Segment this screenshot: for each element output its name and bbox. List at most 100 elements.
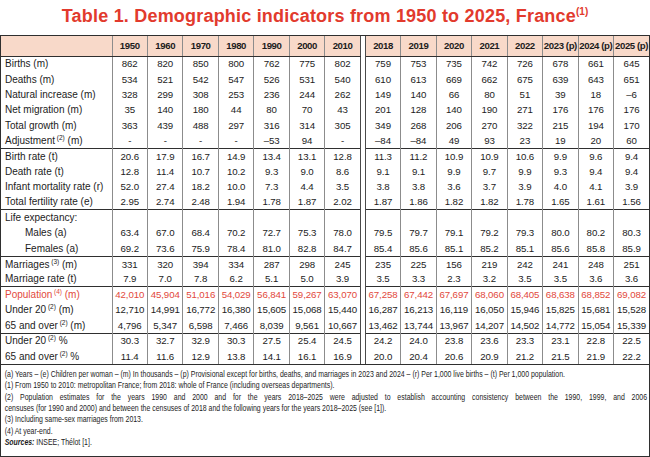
value-cell: 51,016 bbox=[183, 287, 218, 302]
value-cell: 75.9 bbox=[183, 241, 218, 256]
value-cell: 30.3 bbox=[112, 333, 147, 348]
table-row: Natural increase (m)32829930825323624426… bbox=[1, 87, 649, 102]
value-cell: 439 bbox=[147, 118, 182, 133]
value-cell: 85.1 bbox=[507, 241, 542, 256]
year-header: 2020 bbox=[436, 36, 471, 56]
value-cell bbox=[543, 210, 578, 225]
value-cell: 9.4 bbox=[578, 164, 613, 179]
value-cell: 16.7 bbox=[183, 148, 218, 163]
value-cell: 726 bbox=[507, 56, 542, 71]
value-cell: 14,207 bbox=[472, 318, 507, 333]
value-cell: - bbox=[183, 133, 218, 148]
indicator-column-header bbox=[1, 36, 112, 56]
footnote-marker: (2) bbox=[58, 318, 68, 325]
table-row: Net migration (m)35140180448070432011281… bbox=[1, 102, 649, 117]
value-cell: 215 bbox=[543, 118, 578, 133]
value-cell: 10.6 bbox=[507, 148, 542, 163]
table-row: 65 and over (2) (m)4,7965,3476,5987,4668… bbox=[1, 318, 649, 333]
value-cell: 314 bbox=[289, 118, 324, 133]
value-cell: 7,466 bbox=[218, 318, 253, 333]
value-cell: 93 bbox=[472, 133, 507, 148]
footnote-marker: (2) bbox=[58, 349, 68, 356]
row-label: Under 20 (2) % bbox=[1, 333, 112, 348]
value-cell: 531 bbox=[289, 71, 324, 86]
value-cell bbox=[325, 210, 360, 225]
value-cell: 60 bbox=[614, 133, 649, 148]
table-row: Under 20 (2) %30.332.732.930.327.525.424… bbox=[1, 333, 649, 348]
value-cell: 12,710 bbox=[112, 302, 147, 317]
value-cell: 305 bbox=[325, 118, 360, 133]
value-cell: 85.4 bbox=[365, 241, 400, 256]
value-cell: - bbox=[112, 133, 147, 148]
value-cell: 79.5 bbox=[365, 225, 400, 240]
value-cell: 79.3 bbox=[507, 225, 542, 240]
value-cell: 170 bbox=[614, 118, 649, 133]
value-cell: 128 bbox=[401, 102, 436, 117]
row-label: Females (a) bbox=[1, 241, 112, 256]
value-cell: 3.2 bbox=[472, 271, 507, 286]
value-cell: 78.4 bbox=[218, 241, 253, 256]
value-cell: 85.6 bbox=[543, 241, 578, 256]
row-label: Adjustment (2) (m) bbox=[1, 133, 112, 148]
row-label: Net migration (m) bbox=[1, 102, 112, 117]
value-cell: 3.5 bbox=[543, 271, 578, 286]
value-cell: 9.9 bbox=[436, 164, 471, 179]
value-cell: 56,841 bbox=[254, 287, 289, 302]
table-row: Marriage rate (t)7.97.07.86.25.15.03.93.… bbox=[1, 271, 649, 286]
value-cell: 9.6 bbox=[578, 148, 613, 163]
value-cell: 3.6 bbox=[614, 271, 649, 286]
value-cell: 10.0 bbox=[218, 179, 253, 194]
value-cell: 13,462 bbox=[365, 318, 400, 333]
value-cell: 75.3 bbox=[289, 225, 324, 240]
value-cell: 10.9 bbox=[436, 148, 471, 163]
value-cell: 1.87 bbox=[365, 195, 400, 210]
value-cell: 9.3 bbox=[254, 164, 289, 179]
value-cell: 7.3 bbox=[254, 179, 289, 194]
year-header: 1980 bbox=[218, 36, 253, 56]
value-cell: 735 bbox=[436, 56, 471, 71]
value-cell: 23.8 bbox=[436, 333, 471, 348]
value-cell: 85.9 bbox=[614, 241, 649, 256]
value-cell: 59,267 bbox=[289, 287, 324, 302]
value-cell: 9.3 bbox=[543, 164, 578, 179]
value-cell: 3.3 bbox=[401, 271, 436, 286]
value-cell: 13.1 bbox=[289, 148, 324, 163]
value-cell: 20 bbox=[578, 133, 613, 148]
value-cell: 80 bbox=[472, 87, 507, 102]
value-cell: 80.2 bbox=[578, 225, 613, 240]
value-cell: 334 bbox=[218, 256, 253, 271]
value-cell: 3.5 bbox=[325, 179, 360, 194]
year-header: 2010 bbox=[325, 36, 360, 56]
value-cell: 14,991 bbox=[147, 302, 182, 317]
value-cell: 669 bbox=[436, 71, 471, 86]
value-cell: 24.2 bbox=[365, 333, 400, 348]
value-cell: 12.9 bbox=[183, 348, 218, 363]
value-cell: 22.8 bbox=[578, 333, 613, 348]
table-row: Life expectancy: bbox=[1, 210, 649, 225]
table-row: Births (m)862820850800762775802759753735… bbox=[1, 56, 649, 71]
footnote: censuses (for 1990 and 2000) and between… bbox=[5, 402, 649, 413]
table-row: Total fertility rate (e)2.952.742.481.94… bbox=[1, 195, 649, 210]
value-cell: 9.9 bbox=[543, 148, 578, 163]
value-cell: 753 bbox=[401, 56, 436, 71]
value-cell: 67,442 bbox=[401, 287, 436, 302]
value-cell: 16,380 bbox=[218, 302, 253, 317]
sources-line: Sources: INSEE; Thélot [1]. bbox=[5, 436, 649, 447]
row-label: Males (a) bbox=[1, 225, 112, 240]
value-cell: 3.5 bbox=[507, 271, 542, 286]
year-header: 1960 bbox=[147, 36, 182, 56]
value-cell: 1.87 bbox=[289, 195, 324, 210]
value-cell: 800 bbox=[218, 56, 253, 71]
value-cell: 140 bbox=[401, 87, 436, 102]
row-label: 65 and over (2) (m) bbox=[1, 318, 112, 333]
table-row: Death rate (t)12.811.410.710.29.39.08.69… bbox=[1, 164, 649, 179]
value-cell: 235 bbox=[365, 256, 400, 271]
value-cell: 20.9 bbox=[472, 348, 507, 363]
value-cell: –6 bbox=[614, 87, 649, 102]
row-label: Marriage rate (t) bbox=[1, 271, 112, 286]
value-cell: 81.0 bbox=[254, 241, 289, 256]
value-cell: 242 bbox=[507, 256, 542, 271]
value-cell: 80.3 bbox=[614, 225, 649, 240]
value-cell: 16,213 bbox=[401, 302, 436, 317]
value-cell: 297 bbox=[218, 118, 253, 133]
